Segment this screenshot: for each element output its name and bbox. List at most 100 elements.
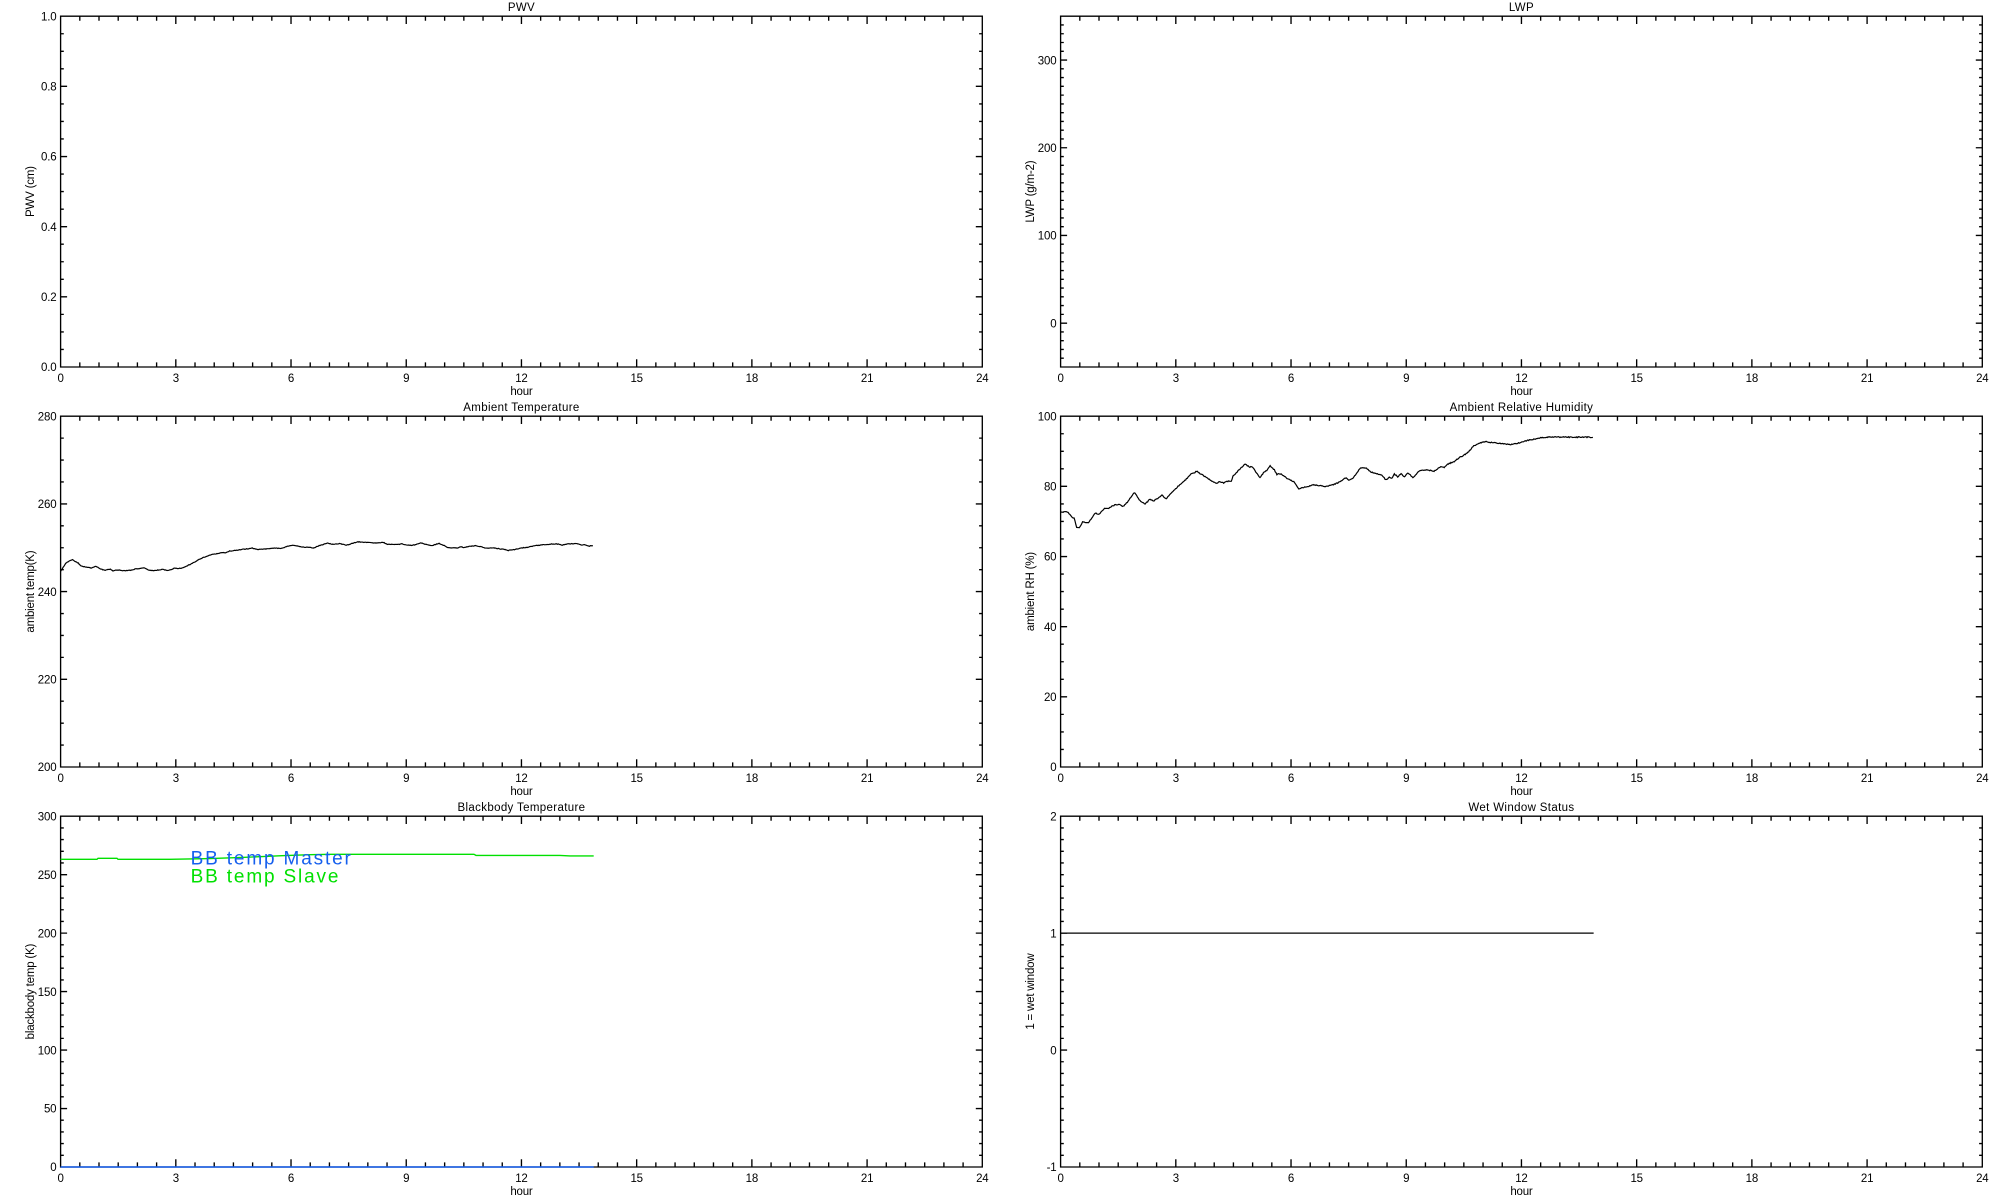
- svg-text:0.2: 0.2: [41, 292, 56, 304]
- svg-text:3: 3: [1173, 1173, 1179, 1185]
- svg-text:1 = wet window: 1 = wet window: [1025, 953, 1037, 1030]
- svg-text:24: 24: [976, 373, 989, 385]
- svg-text:0: 0: [1050, 1045, 1056, 1057]
- svg-text:60: 60: [1044, 552, 1056, 564]
- svg-text:220: 220: [38, 675, 57, 687]
- svg-text:6: 6: [1288, 373, 1294, 385]
- svg-text:12: 12: [515, 773, 527, 785]
- svg-text:9: 9: [1403, 773, 1409, 785]
- svg-text:6: 6: [1288, 1173, 1294, 1185]
- svg-text:0: 0: [57, 1173, 63, 1185]
- svg-text:BB temp Master: BB temp Master: [191, 849, 353, 870]
- svg-text:18: 18: [1746, 373, 1758, 385]
- svg-text:100: 100: [38, 1045, 57, 1057]
- svg-text:0: 0: [50, 1162, 56, 1174]
- svg-text:0: 0: [1050, 762, 1056, 774]
- svg-text:9: 9: [403, 773, 409, 785]
- svg-text:Blackbody Temperature: Blackbody Temperature: [457, 802, 585, 814]
- svg-text:hour: hour: [510, 786, 533, 798]
- svg-text:0.4: 0.4: [41, 222, 57, 234]
- svg-text:12: 12: [1515, 373, 1527, 385]
- svg-text:18: 18: [746, 773, 758, 785]
- svg-text:0: 0: [1057, 773, 1063, 785]
- svg-text:15: 15: [630, 1173, 642, 1185]
- svg-text:BB temp Slave: BB temp Slave: [191, 867, 341, 888]
- svg-text:hour: hour: [510, 1186, 533, 1198]
- svg-text:0.0: 0.0: [41, 362, 56, 374]
- svg-text:9: 9: [1403, 1173, 1409, 1185]
- svg-text:0: 0: [57, 773, 63, 785]
- svg-text:9: 9: [403, 373, 409, 385]
- svg-text:21: 21: [1861, 773, 1873, 785]
- svg-text:300: 300: [1038, 55, 1057, 67]
- svg-text:24: 24: [976, 1173, 989, 1185]
- svg-text:240: 240: [38, 587, 57, 599]
- svg-text:100: 100: [1038, 231, 1057, 243]
- svg-text:3: 3: [1173, 373, 1179, 385]
- svg-text:0: 0: [1050, 318, 1056, 330]
- svg-text:15: 15: [630, 373, 642, 385]
- svg-text:9: 9: [1403, 373, 1409, 385]
- svg-text:12: 12: [1515, 1173, 1527, 1185]
- svg-text:18: 18: [1746, 773, 1758, 785]
- svg-text:24: 24: [1976, 1173, 1989, 1185]
- svg-text:20: 20: [1044, 692, 1056, 704]
- svg-text:15: 15: [1630, 373, 1642, 385]
- svg-text:18: 18: [1746, 1173, 1758, 1185]
- svg-text:260: 260: [38, 499, 57, 511]
- svg-text:LWP (g/m-2): LWP (g/m-2): [1025, 160, 1037, 222]
- svg-text:1.0: 1.0: [41, 11, 56, 23]
- svg-text:150: 150: [38, 987, 57, 999]
- svg-text:21: 21: [1861, 1173, 1873, 1185]
- svg-text:-1: -1: [1047, 1162, 1057, 1174]
- svg-text:12: 12: [515, 373, 527, 385]
- svg-text:15: 15: [1630, 1173, 1642, 1185]
- svg-text:12: 12: [1515, 773, 1527, 785]
- svg-text:15: 15: [630, 773, 642, 785]
- svg-text:21: 21: [861, 1173, 873, 1185]
- svg-text:PWV: PWV: [508, 2, 535, 14]
- svg-text:6: 6: [288, 1173, 294, 1185]
- svg-text:3: 3: [1173, 773, 1179, 785]
- svg-text:12: 12: [515, 1173, 527, 1185]
- svg-text:40: 40: [1044, 622, 1056, 634]
- svg-text:250: 250: [38, 870, 57, 882]
- svg-text:100: 100: [1038, 411, 1057, 423]
- svg-text:hour: hour: [1510, 786, 1533, 798]
- svg-text:9: 9: [403, 1173, 409, 1185]
- svg-text:24: 24: [976, 773, 989, 785]
- svg-text:LWP: LWP: [1509, 2, 1534, 14]
- svg-text:0: 0: [57, 373, 63, 385]
- svg-text:0: 0: [1057, 1173, 1063, 1185]
- svg-text:24: 24: [1976, 373, 1989, 385]
- svg-text:6: 6: [1288, 773, 1294, 785]
- svg-text:1: 1: [1050, 928, 1056, 940]
- svg-text:0: 0: [1057, 373, 1063, 385]
- svg-text:18: 18: [746, 1173, 758, 1185]
- svg-text:hour: hour: [1510, 1186, 1533, 1198]
- svg-text:21: 21: [861, 373, 873, 385]
- svg-text:300: 300: [38, 811, 57, 823]
- svg-text:200: 200: [38, 928, 57, 940]
- svg-text:ambient temp(K): ambient temp(K): [25, 550, 37, 632]
- svg-text:200: 200: [38, 762, 57, 774]
- svg-text:80: 80: [1044, 482, 1056, 494]
- svg-text:ambient RH (%): ambient RH (%): [1025, 552, 1037, 631]
- svg-text:18: 18: [746, 373, 758, 385]
- svg-text:0.8: 0.8: [41, 82, 56, 94]
- svg-text:6: 6: [288, 373, 294, 385]
- svg-text:2: 2: [1050, 811, 1056, 823]
- svg-text:hour: hour: [510, 386, 533, 398]
- svg-text:50: 50: [44, 1104, 56, 1116]
- svg-text:200: 200: [1038, 143, 1057, 155]
- svg-text:3: 3: [173, 773, 179, 785]
- svg-text:Ambient Temperature: Ambient Temperature: [463, 402, 579, 414]
- svg-text:Wet Window Status: Wet Window Status: [1468, 802, 1574, 814]
- svg-text:0.6: 0.6: [41, 152, 56, 164]
- svg-text:3: 3: [173, 1173, 179, 1185]
- svg-text:3: 3: [173, 373, 179, 385]
- svg-text:6: 6: [288, 773, 294, 785]
- svg-text:280: 280: [38, 411, 57, 423]
- svg-text:24: 24: [1976, 773, 1989, 785]
- svg-text:21: 21: [861, 773, 873, 785]
